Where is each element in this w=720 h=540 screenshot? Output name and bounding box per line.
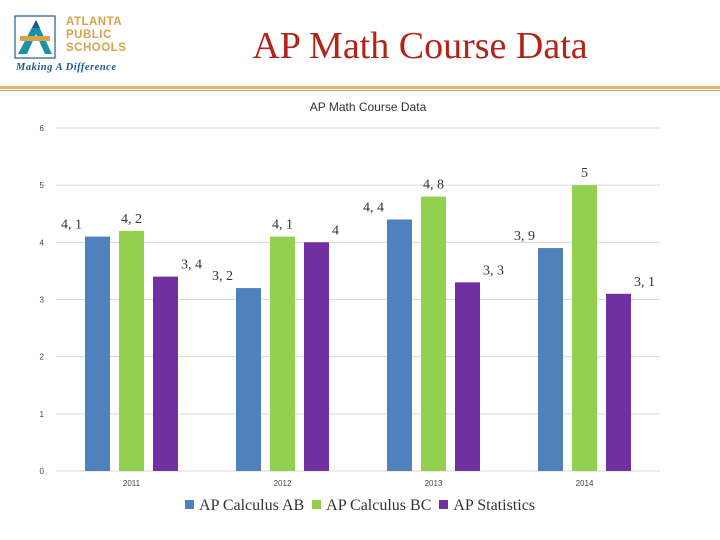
data-label: 4, 2 [121, 212, 142, 227]
y-tick-label: 1 [40, 410, 45, 419]
data-label: 3, 2 [212, 269, 233, 284]
atlanta-public-schools-logo: ATLANTA PUBLIC SCHOOLS Making A Differen… [14, 12, 146, 78]
bar [421, 196, 446, 471]
x-tick-label: 2014 [576, 479, 594, 488]
y-tick-label: 2 [40, 353, 45, 362]
legend-swatch [184, 500, 194, 509]
legend-swatch [439, 500, 449, 509]
y-tick-label: 5 [40, 181, 45, 190]
slide-title: AP Math Course Data [252, 25, 588, 67]
y-tick-label: 0 [40, 467, 45, 476]
legend-item: AP Statistics [439, 497, 535, 515]
legend-label: AP Calculus BC [326, 497, 432, 514]
x-tick-label: 2012 [274, 479, 292, 488]
bar-chart: AP Math Course Data 0 1 2 3 4 5 6 4, 1 4, 2 3, 4 20… [40, 100, 660, 488]
bar [85, 236, 110, 471]
bar [387, 219, 412, 471]
legend-item: AP Calculus AB [184, 497, 305, 515]
y-tick-label: 6 [40, 124, 45, 133]
school-logo-mark-icon [14, 15, 56, 59]
data-label: 3, 3 [483, 263, 504, 278]
x-tick-label: 2013 [425, 479, 443, 488]
chart-title: AP Math Course Data [310, 100, 427, 114]
title-divider [0, 86, 720, 89]
bar [538, 248, 563, 471]
title-divider-thin [0, 90, 720, 91]
legend-item: AP Calculus BC [312, 497, 431, 515]
bar [270, 236, 295, 471]
y-tick-label: 3 [40, 296, 45, 305]
data-label: 3, 1 [634, 275, 655, 290]
data-label: 4 [332, 223, 339, 238]
chart-legend: AP Calculus AB AP Calculus BC AP Statistic… [0, 497, 720, 515]
legend-label: AP Calculus AB [198, 497, 305, 514]
bar [153, 276, 178, 471]
data-label: 4, 8 [423, 178, 444, 193]
bar [572, 185, 597, 471]
data-label: 5 [581, 166, 588, 181]
y-tick-label: 4 [40, 238, 45, 247]
logo-tagline: Making A Difference [16, 62, 117, 73]
bar [304, 242, 329, 471]
legend-label: AP Statistics [453, 497, 536, 514]
bar [455, 282, 480, 471]
legend-swatch [312, 500, 322, 509]
data-label: 4, 1 [272, 218, 293, 233]
data-label: 4, 4 [363, 200, 384, 215]
data-label: 4, 1 [61, 218, 82, 233]
logo-text-line: SCHOOLS [66, 42, 127, 54]
logo-text-line: ATLANTA [66, 16, 123, 28]
data-label: 3, 4 [181, 258, 202, 273]
x-tick-label: 2011 [123, 479, 141, 488]
bar [119, 230, 144, 471]
logo-text-line: PUBLIC [66, 29, 112, 41]
data-label: 3, 9 [514, 229, 535, 244]
bar [606, 293, 631, 471]
bar [236, 288, 261, 471]
